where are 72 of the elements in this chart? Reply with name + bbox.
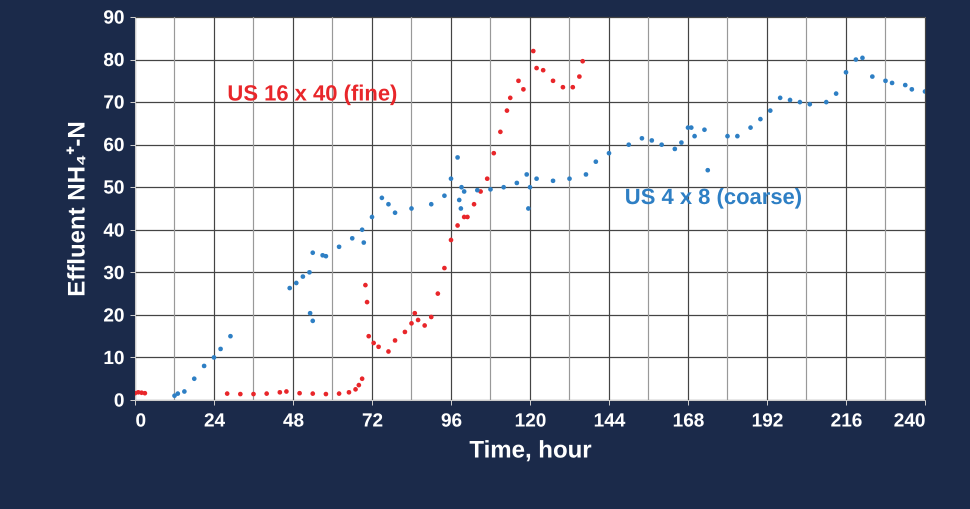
point bbox=[484, 176, 490, 182]
point bbox=[580, 58, 586, 64]
point bbox=[435, 291, 440, 296]
point bbox=[540, 68, 546, 73]
point bbox=[577, 74, 582, 79]
x-tick-label: 192 bbox=[752, 410, 784, 432]
point bbox=[356, 382, 362, 388]
point bbox=[428, 314, 434, 320]
point bbox=[455, 223, 460, 228]
point bbox=[442, 266, 447, 270]
point bbox=[534, 66, 539, 70]
point bbox=[310, 391, 316, 396]
point bbox=[422, 323, 428, 328]
point bbox=[366, 334, 372, 339]
point bbox=[336, 391, 342, 396]
point bbox=[297, 390, 302, 396]
y-tick-label: 80 bbox=[103, 50, 124, 72]
x-axis-title: Time, hour bbox=[469, 436, 592, 464]
y-tick-label: 40 bbox=[103, 220, 124, 242]
point bbox=[472, 202, 476, 207]
point bbox=[491, 150, 496, 156]
x-tick-label: 48 bbox=[282, 410, 304, 432]
y-tick-label: 70 bbox=[103, 92, 124, 114]
point bbox=[409, 321, 414, 326]
point bbox=[360, 376, 364, 382]
point bbox=[224, 391, 230, 396]
x-tick-label: 144 bbox=[594, 410, 626, 432]
x-tick-label: 96 bbox=[440, 410, 462, 432]
point bbox=[392, 338, 398, 343]
point bbox=[251, 392, 256, 396]
x-tick-label: 120 bbox=[514, 410, 546, 432]
point bbox=[386, 349, 391, 354]
point bbox=[353, 387, 358, 392]
x-tick-label: 240 bbox=[894, 410, 926, 432]
point bbox=[284, 389, 289, 394]
point bbox=[371, 340, 376, 346]
point bbox=[324, 392, 328, 396]
point bbox=[516, 78, 521, 84]
y-tick-label: 10 bbox=[103, 348, 124, 369]
x-tick-label: 168 bbox=[672, 410, 704, 432]
y-tick-label: 60 bbox=[103, 135, 124, 156]
y-axis-title: Effluent NH₄⁺-N bbox=[63, 121, 90, 297]
y-tick-label: 90 bbox=[103, 8, 124, 28]
point bbox=[363, 282, 368, 288]
point bbox=[508, 96, 513, 100]
point bbox=[264, 391, 270, 396]
point bbox=[402, 330, 408, 334]
point bbox=[550, 78, 556, 84]
point bbox=[277, 390, 282, 395]
y-tick-label: 30 bbox=[103, 262, 124, 284]
point bbox=[448, 238, 454, 242]
x-tick-label: 72 bbox=[362, 410, 384, 432]
point bbox=[530, 48, 536, 54]
y-tick-label: 20 bbox=[103, 305, 124, 326]
point bbox=[498, 130, 503, 134]
point bbox=[465, 214, 470, 220]
x-tick-label: 24 bbox=[204, 410, 226, 432]
point bbox=[570, 84, 576, 90]
y-tick-label: 0 bbox=[114, 390, 124, 412]
point bbox=[504, 108, 510, 113]
point bbox=[142, 390, 148, 396]
point bbox=[376, 344, 381, 350]
point bbox=[416, 318, 420, 322]
point bbox=[364, 300, 370, 304]
point bbox=[238, 392, 243, 396]
x-tick-label: 0 bbox=[136, 410, 146, 432]
point bbox=[560, 84, 566, 90]
point bbox=[346, 390, 352, 395]
point bbox=[412, 310, 418, 316]
x-tick-label: 216 bbox=[830, 410, 862, 432]
y-tick-label: 50 bbox=[103, 178, 124, 199]
point bbox=[521, 87, 526, 92]
